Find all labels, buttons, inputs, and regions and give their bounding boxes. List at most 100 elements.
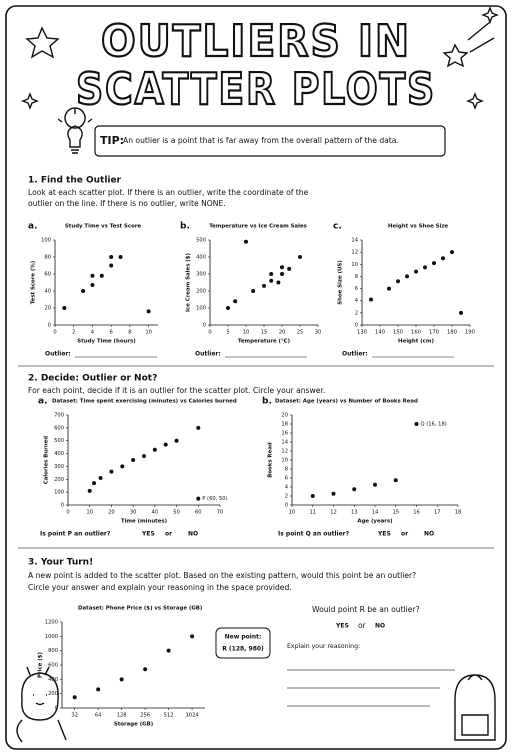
x-tick-label: 12 — [330, 510, 337, 516]
option-or: or — [401, 531, 408, 538]
y-tick-label: 4 — [355, 298, 359, 304]
y-tick-label: 6 — [285, 476, 288, 482]
y-tick-label: 8 — [355, 274, 358, 280]
y-tick-label: 400 — [54, 451, 64, 457]
point — [90, 283, 95, 288]
x-tick-label: 160 — [411, 330, 421, 336]
x-tick-label: 18 — [455, 510, 462, 516]
x-axis-label: Temperature (°C) — [238, 339, 290, 345]
plot-title: Temperature vs Ice Cream Sales — [209, 224, 307, 230]
question: Would point R be an outlier? — [312, 605, 420, 614]
tip-label: TIP: — [100, 134, 124, 147]
explain-label: Explain your reasoning: — [287, 643, 360, 650]
option-or: or — [165, 531, 172, 538]
x-tick-label: 1024 — [185, 713, 199, 719]
point — [109, 255, 114, 259]
option[interactable]: YES — [335, 623, 349, 630]
y-tick-label: 100 — [41, 238, 51, 244]
point — [142, 454, 146, 459]
point — [152, 447, 157, 452]
y-axis-label: Test Score (%) — [31, 261, 37, 305]
x-tick-label: 128 — [117, 713, 127, 719]
point — [143, 667, 148, 672]
point — [393, 478, 398, 483]
y-tick-label: 20 — [44, 306, 51, 312]
plot-title: Height vs Shoe Size — [388, 224, 449, 230]
point — [244, 239, 248, 244]
option[interactable]: NO — [424, 531, 434, 538]
y-tick-label: 10 — [351, 262, 358, 268]
point — [280, 265, 284, 270]
point — [119, 677, 124, 682]
option[interactable]: YES — [141, 531, 155, 538]
instructions: Look at each scatter plot. If there is a… — [28, 188, 309, 197]
x-tick-label: 4 — [91, 330, 95, 336]
y-tick-label: 0 — [61, 503, 64, 509]
point — [109, 263, 114, 268]
point — [387, 286, 391, 291]
shooting-star — [442, 21, 495, 68]
y-tick-label: 500 — [54, 438, 64, 444]
point — [432, 261, 436, 266]
y-tick-label: 0 — [355, 323, 358, 329]
x-tick-label: 32 — [71, 713, 78, 719]
sparkles — [21, 6, 499, 110]
point — [131, 458, 136, 462]
plot-label: b. — [180, 222, 190, 232]
x-tick-label: 25 — [297, 330, 304, 336]
x-tick-label: 30 — [130, 510, 137, 516]
point — [98, 476, 103, 480]
y-tick-label: 0 — [285, 503, 288, 509]
option[interactable]: NO — [188, 531, 198, 538]
x-tick-label: 15 — [392, 510, 399, 516]
answer-label: Outlier: — [342, 351, 368, 358]
x-tick-label: 20 — [108, 510, 115, 516]
x-axis-label: Time (minutes) — [121, 519, 167, 525]
new-point: R (128, 980) — [222, 646, 264, 653]
plot-title: Dataset: Age (years) vs Number of Books … — [275, 399, 418, 405]
point — [81, 289, 86, 293]
plot-title: Study Time vs Test Score — [65, 224, 142, 230]
y-tick-label: 100 — [196, 306, 206, 312]
y-tick-label: 700 — [54, 413, 64, 419]
y-tick-label: 14 — [281, 440, 288, 446]
title-line1: OUTLIERS IN — [101, 16, 411, 67]
point — [414, 422, 419, 426]
y-tick-label: 6 — [355, 286, 358, 292]
x-tick-label: 17 — [434, 510, 441, 516]
y-tick-label: 12 — [351, 250, 358, 256]
page-border — [5, 5, 507, 750]
x-tick-label: 10 — [86, 510, 93, 516]
point — [310, 494, 315, 498]
star-decoration — [25, 26, 60, 59]
point — [163, 442, 168, 447]
point — [262, 283, 266, 288]
x-tick-label: 170 — [429, 330, 439, 336]
answer-lines — [287, 669, 455, 707]
x-tick-label: 30 — [315, 330, 322, 336]
y-tick-label: 8 — [285, 467, 288, 473]
y-tick-label: 400 — [196, 255, 206, 261]
x-tick-label: 2 — [72, 330, 75, 336]
x-tick-label: 10 — [243, 330, 250, 336]
point — [174, 438, 179, 443]
y-axis-label: Calories Burned — [44, 436, 50, 484]
y-tick-label: 1000 — [45, 634, 58, 640]
x-axis-label: Storage (GB) — [114, 722, 153, 728]
section-heading: 1. Find the Outlier — [28, 176, 122, 186]
tip-box — [94, 125, 446, 157]
x-tick-label: 0 — [66, 510, 69, 516]
x-axis-label: Study Time (hours) — [77, 339, 135, 345]
x-axis-label: Age (years) — [357, 519, 392, 525]
y-tick-label: 2 — [355, 310, 358, 316]
x-tick-label: 130 — [357, 330, 367, 336]
x-tick-label: 10 — [289, 510, 296, 516]
option[interactable]: YES — [377, 531, 391, 538]
option[interactable]: NO — [375, 623, 385, 630]
point — [280, 272, 284, 276]
y-tick-label: 0 — [48, 323, 51, 329]
x-tick-label: 20 — [279, 330, 286, 336]
x-tick-label: 16 — [413, 510, 420, 516]
y-tick-label: 40 — [44, 289, 51, 295]
